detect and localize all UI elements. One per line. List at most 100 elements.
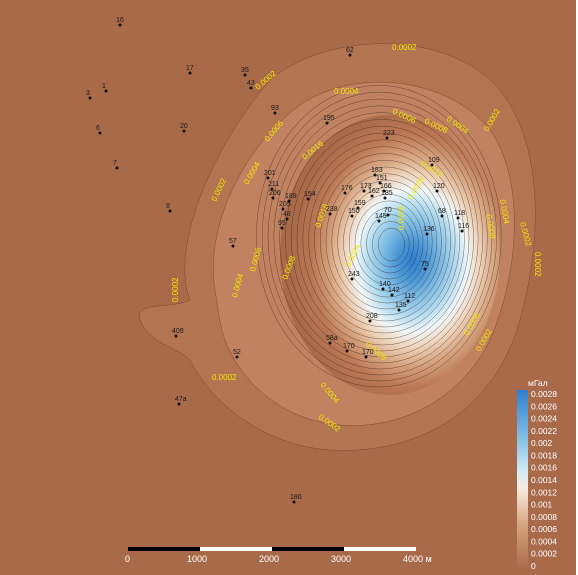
station-label: 208 [366, 313, 378, 320]
station-label: 93 [271, 105, 279, 112]
legend-tick-label: 0.0014 [531, 475, 557, 485]
station-marker [280, 226, 284, 230]
station-label: 8 [166, 203, 170, 210]
station-marker [271, 196, 275, 200]
station-label: 170 [343, 343, 355, 350]
contour-line [366, 214, 415, 274]
contour-line [261, 91, 497, 382]
station-marker [460, 229, 464, 233]
station-marker [381, 287, 385, 291]
station-label: 16 [116, 17, 124, 24]
scale-label: 2000 [259, 554, 279, 564]
station-marker [168, 209, 172, 213]
station-marker [390, 293, 394, 297]
station-label: 206 [269, 190, 281, 197]
station-label: 112 [404, 293, 415, 300]
station-label: 75 [421, 261, 429, 268]
station-marker [425, 232, 429, 236]
station-label: 151 [376, 175, 388, 182]
station-marker [328, 212, 332, 216]
station-label: 223 [383, 130, 395, 137]
station-marker [362, 189, 366, 193]
station-label: 142 [388, 287, 400, 294]
station-label: 20 [180, 123, 188, 130]
contour-label: 0.0002 [533, 252, 542, 277]
contour-line [296, 132, 470, 346]
scale-label: 3000 [331, 554, 351, 564]
station-marker [266, 176, 270, 180]
station-label: 58a [326, 335, 338, 342]
contour-line [331, 173, 442, 310]
legend-tick-label: 0.0022 [531, 426, 557, 436]
station-marker [235, 355, 239, 359]
station-label: 17 [186, 65, 194, 72]
station-label: 95 [278, 220, 286, 227]
station-marker [273, 111, 277, 115]
contour-line [372, 221, 410, 268]
station-marker [397, 308, 401, 312]
station-label: 7 [113, 160, 117, 167]
station-label: 180 [290, 494, 302, 501]
station-label: 70 [384, 207, 392, 214]
station-label: 140 [379, 281, 391, 288]
scale-label: 0 [125, 554, 130, 564]
station-marker [456, 216, 460, 220]
station-label: 238 [326, 206, 338, 213]
station-marker [350, 214, 354, 218]
station-marker [281, 207, 285, 211]
station-label: 35 [241, 67, 249, 74]
scale-segment [344, 547, 416, 551]
station-marker [378, 181, 382, 185]
station-label: 68 [438, 208, 446, 215]
station-label: 145 [375, 213, 387, 220]
station-label: 195 [323, 115, 335, 122]
legend-tick-label: 0.0002 [531, 549, 557, 559]
legend-tick-label: 0.0018 [531, 450, 557, 460]
contour-line [285, 119, 479, 358]
scale-bar: 0 1000 2000 3000 4000 м [125, 547, 432, 564]
station-label: 136 [423, 226, 435, 233]
legend-tick-label: 0.0024 [531, 414, 557, 424]
station-marker [364, 355, 368, 359]
station-marker [385, 136, 389, 140]
station-marker [423, 267, 427, 271]
station-label: 47a [175, 396, 187, 403]
legend-tick-label: 0.001 [531, 500, 553, 510]
contour-line [273, 105, 488, 370]
station-label: 1 [102, 83, 106, 90]
station-label: 48 [283, 211, 291, 218]
legend-tick-label: 0 [531, 561, 536, 571]
contour-label: 0.0002 [392, 43, 417, 52]
station-label: 150 [348, 208, 360, 215]
station-marker [174, 334, 178, 338]
station-marker [287, 199, 291, 203]
contour-line [290, 125, 474, 352]
color-legend: мГал 0.0028 0.0026 0.0024 0.0022 0.002 0.0018… [517, 378, 557, 571]
station-marker [270, 187, 274, 191]
station-marker [325, 121, 329, 125]
station-label: 116 [458, 223, 469, 230]
station-label: 176 [341, 185, 353, 192]
station-marker [348, 53, 352, 57]
contour-label: 0.0028 [397, 205, 406, 230]
legend-tick-label: 0.002 [531, 438, 553, 448]
station-marker [440, 214, 444, 218]
station-label: 43 [247, 80, 255, 87]
contour-line [319, 159, 451, 322]
contour-line [360, 207, 419, 280]
station-marker [249, 86, 253, 90]
station-marker [98, 131, 102, 135]
station-marker [306, 197, 310, 201]
legend-tick-label: 0.0008 [531, 512, 557, 522]
station-label: 135 [395, 302, 407, 309]
station-marker [88, 96, 92, 100]
contour-label: 0.0004 [334, 87, 359, 96]
anomaly-core [280, 115, 500, 395]
station-marker [383, 196, 387, 200]
station-label: 205 [279, 201, 291, 208]
station-label: 120 [433, 183, 445, 190]
station-label: 201 [264, 170, 276, 177]
station-marker [377, 219, 381, 223]
station-marker [345, 349, 349, 353]
